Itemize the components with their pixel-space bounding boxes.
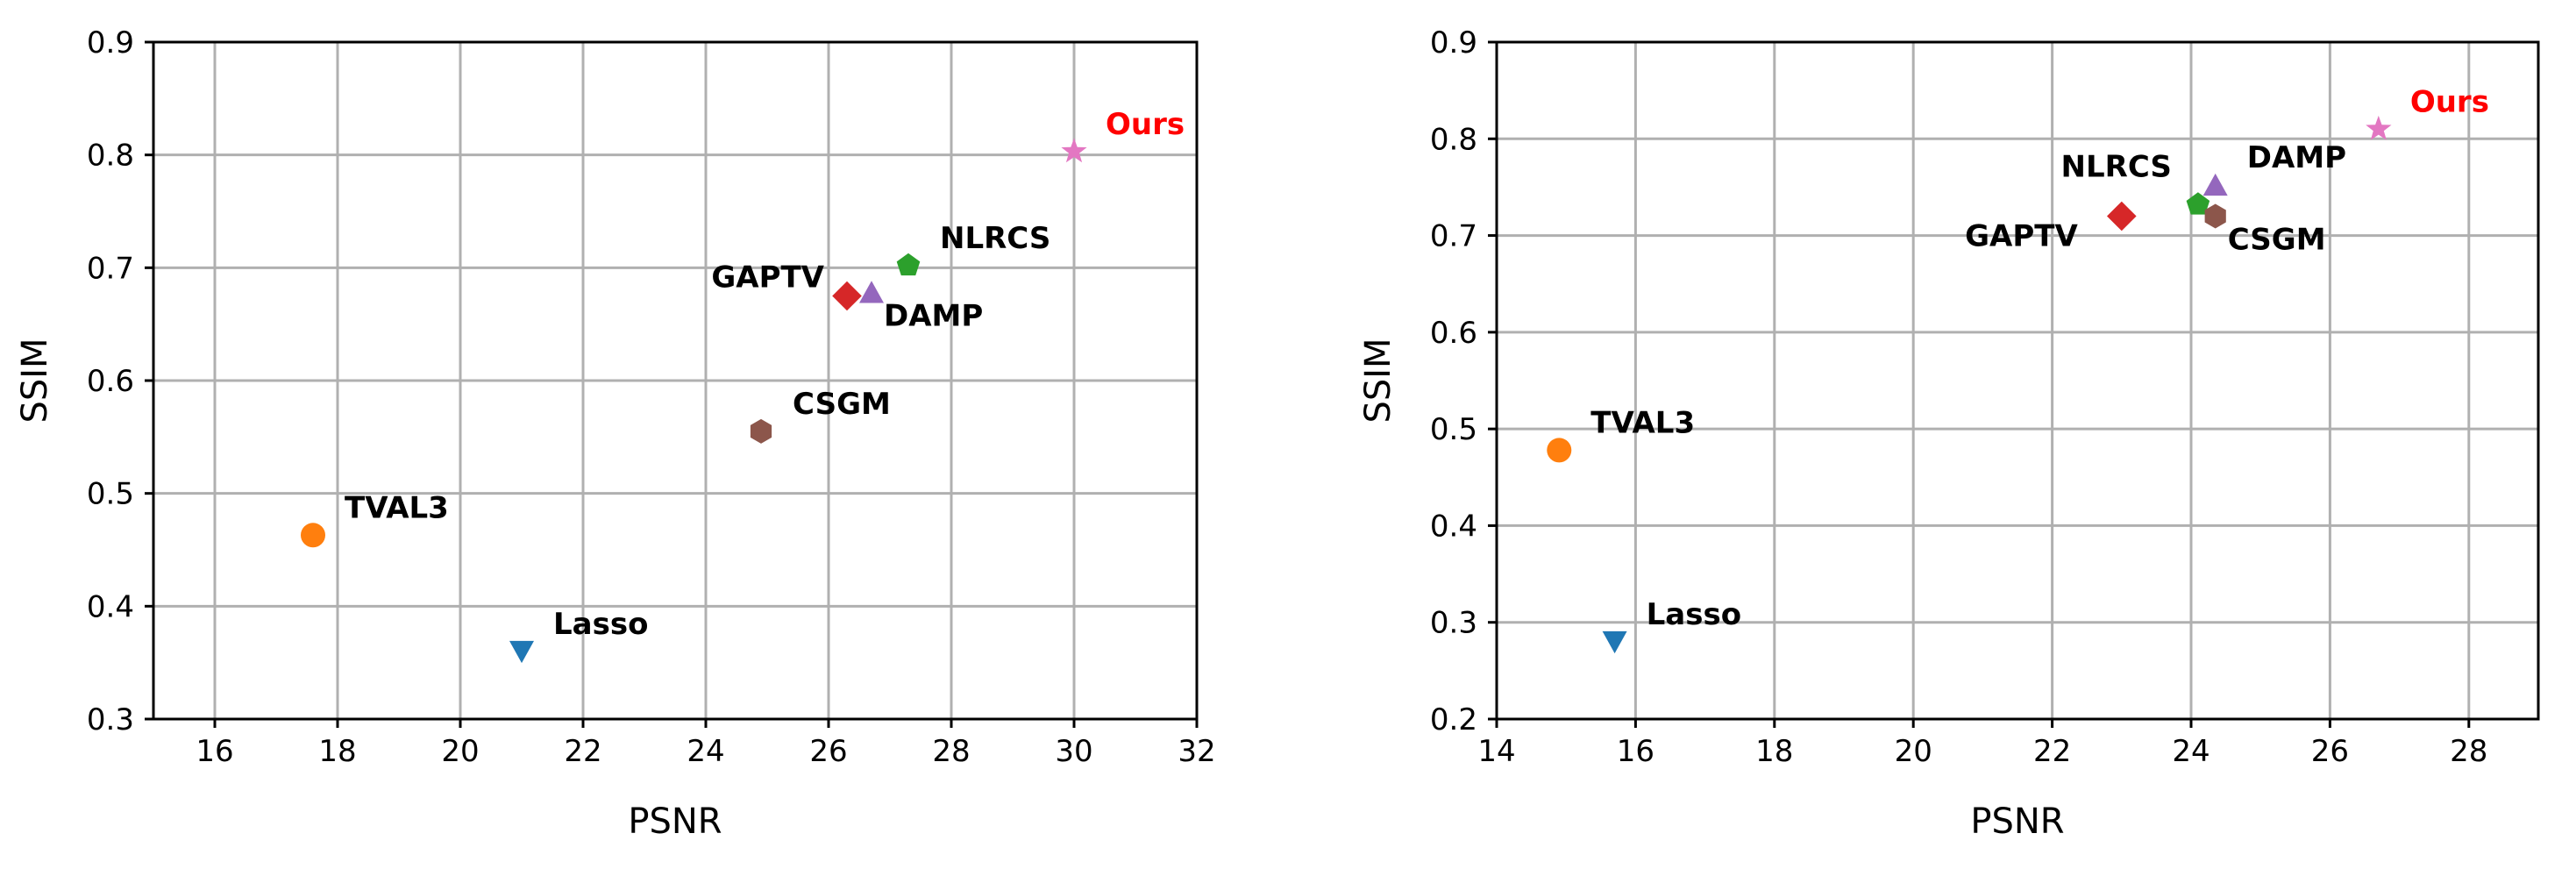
nlrcs-point — [896, 253, 921, 276]
x-tick-label: 28 — [932, 734, 970, 769]
x-tick-label: 20 — [1895, 734, 1932, 769]
plot-frame — [1495, 40, 2540, 721]
y-tick-label: 0.3 — [1430, 606, 1477, 641]
gaptv-label: GAPTV — [711, 260, 824, 296]
y-tick-label: 0.8 — [1430, 122, 1477, 157]
x-tick-label: 22 — [2033, 734, 2071, 769]
x-tick-label: 32 — [1178, 734, 1215, 769]
x-tick-label: 18 — [1755, 734, 1793, 769]
damp-point — [859, 281, 884, 303]
x-tick-label: 30 — [1055, 734, 1092, 769]
y-tick-label: 0.6 — [87, 364, 134, 399]
gaptv-point — [832, 281, 862, 311]
y-tick-label: 0.6 — [1430, 316, 1477, 351]
damp-point — [2202, 173, 2228, 196]
x-tick-label: 22 — [564, 734, 601, 769]
tval3-point — [301, 523, 325, 548]
x-tick-label: 24 — [2172, 734, 2210, 769]
csgm-point — [2204, 203, 2226, 229]
x-axis-label: PSNR — [628, 801, 722, 842]
x-tick-label: 26 — [2311, 734, 2349, 769]
y-tick-label: 0.4 — [1430, 509, 1477, 544]
y-axis-label: SSIM — [1358, 338, 1398, 423]
lasso-label: Lasso — [553, 607, 648, 642]
x-tick-label: 24 — [687, 734, 724, 769]
y-tick-label: 0.5 — [1430, 412, 1477, 447]
ours-label: Ours — [2410, 84, 2489, 119]
tval3-point — [1547, 438, 1572, 463]
damp-label: DAMP — [884, 299, 983, 334]
x-tick-label: 16 — [1617, 734, 1654, 769]
gaptv-label: GAPTV — [1965, 219, 2078, 254]
left-scatter-panel: 16 18 20 22 24 26 28 30 32 0.3 0.4 0.5 0.6 0.7 0.8 0.9 P… — [15, 25, 1216, 842]
x-tick-label: 18 — [318, 734, 356, 769]
nlrcs-point — [2186, 192, 2210, 215]
tval3-label: TVAL3 — [345, 490, 449, 525]
y-axis-label: SSIM — [15, 338, 55, 423]
y-tick-label: 0.3 — [87, 702, 134, 737]
ours-point — [2366, 115, 2392, 140]
y-tick-label: 0.9 — [1430, 25, 1477, 61]
lasso-point — [1602, 630, 1627, 654]
nlrcs-label: NLRCS — [2061, 149, 2172, 184]
y-tick-label: 0.7 — [1430, 219, 1477, 254]
ours-label: Ours — [1106, 107, 1185, 142]
x-tick-label: 16 — [196, 734, 233, 769]
y-tick-label: 0.8 — [87, 139, 134, 174]
y-tick-label: 0.4 — [87, 589, 134, 624]
x-axis-label: PSNR — [1970, 801, 2064, 842]
lasso-label: Lasso — [1647, 597, 1741, 632]
y-tick-label: 0.9 — [87, 25, 134, 61]
x-tick-label: 26 — [809, 734, 847, 769]
csgm-label: CSGM — [793, 387, 891, 422]
ours-point — [1061, 138, 1087, 163]
x-tick-label: 14 — [1477, 734, 1515, 769]
damp-label: DAMP — [2247, 140, 2346, 175]
nlrcs-label: NLRCS — [940, 221, 1050, 256]
tval3-label: TVAL3 — [1590, 405, 1695, 440]
csgm-point — [750, 418, 772, 444]
lasso-point — [509, 640, 534, 664]
gaptv-point — [2107, 201, 2137, 231]
x-tick-label: 28 — [2450, 734, 2487, 769]
x-tick-label: 20 — [441, 734, 479, 769]
right-scatter-panel: 14 16 18 20 22 24 26 28 0.2 0.3 0.4 0.5 0.6 0.7 0.8 0.9… — [1358, 25, 2540, 842]
y-tick-label: 0.2 — [1430, 702, 1477, 737]
y-tick-label: 0.7 — [87, 251, 134, 286]
csgm-label: CSGM — [2228, 223, 2326, 258]
y-tick-label: 0.5 — [87, 477, 134, 512]
